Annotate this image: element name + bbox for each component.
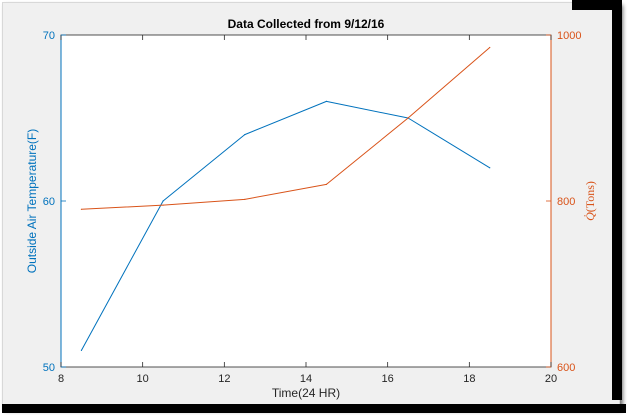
x-axis-label: Time(24 HR) — [272, 386, 340, 400]
x-tick-label: 12 — [218, 373, 230, 385]
x-tick-label: 10 — [137, 373, 149, 385]
chart-title: Data Collected from 9/12/16 — [228, 17, 385, 31]
right-y-axis-label: Q̇(Tons) — [583, 181, 597, 221]
cooling-load-point — [325, 183, 328, 185]
right-y-tick-label: 1000 — [557, 30, 581, 42]
left-y-axis-label: Outside Air Temperature(F) — [25, 129, 39, 274]
window-edge-right — [612, 0, 622, 400]
right-y-tick-label: 800 — [557, 196, 575, 208]
cooling-load-point — [80, 208, 83, 210]
temperature-point — [325, 100, 328, 102]
right-y-axis-unit: (Tons) — [583, 181, 597, 212]
temperature-point — [80, 349, 83, 351]
left-y-tick-label: 70 — [43, 30, 55, 42]
cooling-load-point — [489, 46, 491, 49]
x-tick-label: 18 — [463, 373, 475, 385]
cooling-load-point — [162, 204, 164, 206]
outside-air-temperature-line — [80, 100, 491, 351]
left-y-tick-label: 50 — [43, 362, 55, 374]
x-tick-label: 20 — [545, 373, 557, 385]
cooling-load-point — [244, 198, 246, 200]
figure-window: 8 10 12 14 16 18 20 50 60 70 600 800 1000 Data Colle… — [2, 2, 620, 408]
x-tick-label: 16 — [382, 373, 394, 385]
x-tick-label: 8 — [58, 373, 64, 385]
cooling-load-line — [81, 47, 491, 210]
plot-area — [61, 35, 551, 367]
right-y-tick-label: 600 — [557, 362, 575, 374]
cooling-load-point — [407, 117, 409, 119]
window-edge-top — [572, 0, 616, 10]
dual-axis-line-chart: 8 10 12 14 16 18 20 50 60 70 600 800 1000 Data Colle… — [25, 17, 597, 400]
temperature-point — [489, 167, 491, 169]
x-tick-label: 14 — [300, 373, 312, 385]
window-edge-bottom — [2, 404, 626, 413]
temperature-point — [162, 200, 164, 202]
left-y-tick-label: 60 — [43, 196, 55, 208]
temperature-point — [244, 134, 246, 136]
right-y-axis-symbol: Q̇ — [583, 212, 597, 221]
